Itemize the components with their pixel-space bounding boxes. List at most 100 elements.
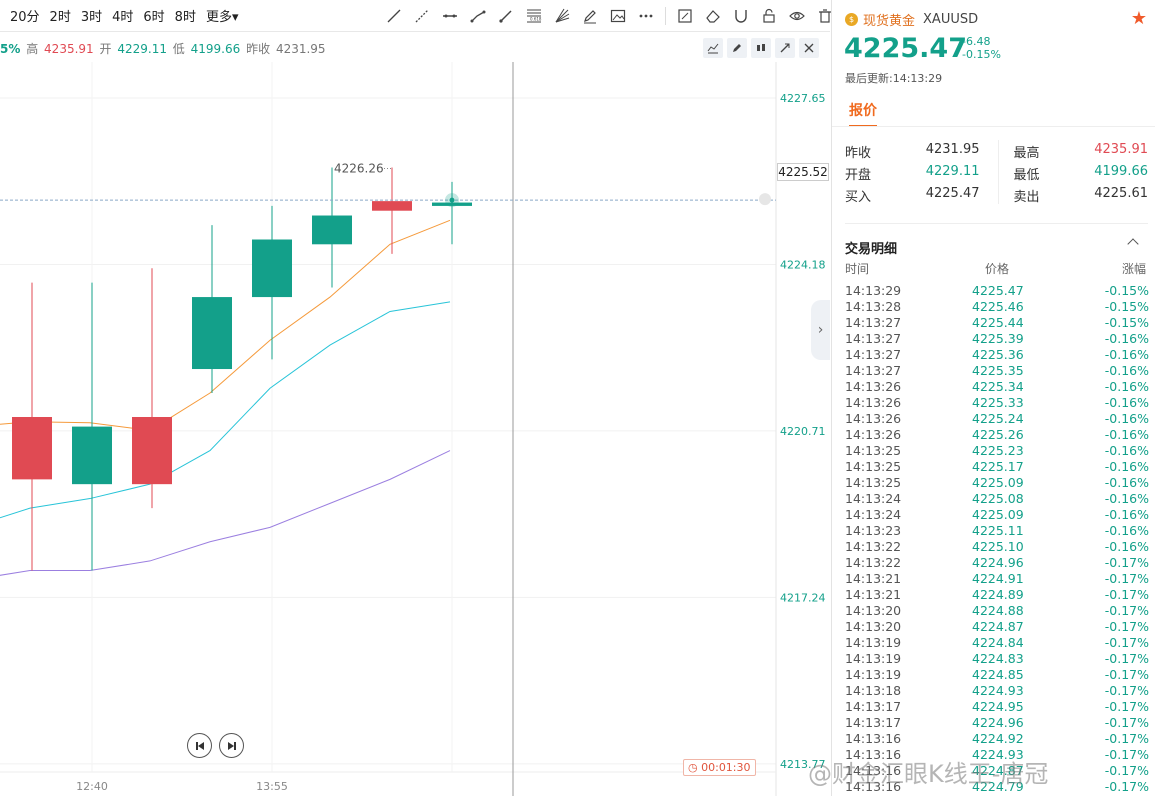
quote-value: 4225.61 — [1094, 185, 1148, 201]
trades-list[interactable]: 14:13:29 4225.47 -0.15% 14:13:28 4225.46 -0.1… — [845, 283, 1149, 795]
y-tick-label: 4217.24 — [780, 591, 826, 604]
watermark: @财金汇眼K线王-唐冠 — [808, 760, 1049, 788]
segment-icon[interactable] — [466, 6, 490, 26]
more-icon[interactable] — [634, 6, 658, 26]
fan-icon[interactable] — [550, 6, 574, 26]
fullscreen-icon[interactable] — [775, 38, 795, 58]
trade-time: 14:13:23 — [845, 523, 902, 538]
high-label: 高 — [26, 42, 39, 56]
trade-price: 4224.83 — [972, 651, 1024, 666]
note-icon[interactable] — [673, 6, 697, 26]
quote-value: 4199.66 — [1094, 163, 1148, 179]
quote-row: 昨收 4231.95 最高 4235.91 — [845, 140, 1148, 162]
eye-icon[interactable] — [785, 6, 809, 26]
favorite-star-icon[interactable]: ★ — [1130, 8, 1147, 29]
trade-price: 4224.96 — [972, 555, 1024, 570]
trade-time: 14:13:25 — [845, 459, 902, 474]
candle-style-icon[interactable] — [751, 38, 771, 58]
horizontal-line-icon[interactable] — [438, 6, 462, 26]
candle-body — [432, 202, 472, 206]
header-time: 时间 — [845, 262, 870, 276]
quote-grid: 昨收 4231.95 最高 4235.91 开盘 4229.11 最低 4199.66 … — [845, 140, 1148, 206]
timeframe-3h[interactable]: 3时 — [80, 10, 103, 25]
trade-price: 4224.92 — [972, 731, 1024, 746]
trade-time: 14:13:27 — [845, 331, 902, 346]
trade-price: 4224.79 — [972, 779, 1024, 794]
trade-time: 14:13:24 — [845, 491, 902, 506]
trade-time: 14:13:19 — [845, 667, 902, 682]
candle-body — [12, 417, 52, 480]
y-tick-label: 4213.77 — [780, 758, 826, 771]
trade-price: 4225.46 — [972, 299, 1024, 314]
timeframe-8h[interactable]: 8时 — [174, 10, 196, 25]
open-label: 开 — [99, 42, 112, 56]
tab-quote[interactable]: 报价 — [849, 100, 877, 127]
quote-value: 4231.95 — [925, 141, 980, 157]
trade-change: -0.17% — [1104, 603, 1149, 618]
trade-time: 14:13:21 — [845, 571, 902, 586]
trade-change: -0.17% — [1104, 619, 1149, 634]
trade-row: 14:13:24 4225.09 -0.16% — [845, 507, 1149, 523]
high-value: 4235.91 — [44, 42, 94, 56]
quote-label: 买入 — [845, 189, 872, 205]
trade-price: 4225.09 — [972, 507, 1024, 522]
trade-change: -0.16% — [1104, 443, 1149, 458]
next-button[interactable] — [219, 733, 244, 758]
trade-time: 14:13:26 — [845, 427, 902, 442]
magnet-icon[interactable] — [729, 6, 753, 26]
quote-label: 开盘 — [845, 167, 872, 183]
chevron-up-icon[interactable] — [1127, 238, 1139, 250]
timeframe-more[interactable]: 更多▾ — [205, 10, 239, 25]
candle-body — [312, 215, 352, 245]
trade-row: 14:13:21 4224.89 -0.17% — [845, 587, 1149, 603]
ray-icon[interactable] — [410, 6, 434, 26]
drawing-tools: 0.618 — [382, 6, 837, 26]
trade-row: 14:13:19 4224.83 -0.17% — [845, 651, 1149, 667]
x-tick-label: 13:55 — [256, 780, 288, 793]
trade-change: -0.17% — [1104, 683, 1149, 698]
trade-time: 14:13:16 — [845, 731, 902, 746]
y-tick-label: 4220.71 — [780, 425, 826, 438]
prev-close-label: 昨收 — [246, 42, 271, 56]
quote-value: 4225.47 — [925, 185, 980, 201]
candle — [372, 167, 412, 254]
trade-time: 14:13:16 — [845, 747, 902, 762]
trade-change: -0.16% — [1104, 379, 1149, 394]
header-change: 涨幅 — [1122, 262, 1147, 276]
trade-price: 4224.88 — [972, 603, 1024, 618]
timeframe-4h[interactable]: 4时 — [112, 10, 134, 25]
prev-button[interactable] — [187, 733, 212, 758]
candlestick-chart[interactable]: 4227.65 4224.18 4220.71 4217.24 4213.77 12:4… — [0, 62, 830, 796]
lock-icon[interactable] — [757, 6, 781, 26]
trade-price: 4225.33 — [972, 395, 1024, 410]
indicator-icon[interactable] — [703, 38, 723, 58]
trade-change: -0.16% — [1104, 427, 1149, 442]
pencil-icon[interactable] — [578, 6, 602, 26]
timeframe-6h[interactable]: 6时 — [143, 10, 165, 25]
trade-row: 14:13:28 4225.46 -0.15% — [845, 299, 1149, 315]
trash-icon[interactable] — [813, 6, 837, 26]
timeframe-2h[interactable]: 2时 — [49, 10, 71, 25]
trade-price: 4225.39 — [972, 331, 1024, 346]
collapse-panel-button[interactable]: › — [811, 300, 830, 360]
trade-price: 4225.11 — [972, 523, 1024, 538]
trade-row: 14:13:22 4225.10 -0.16% — [845, 539, 1149, 555]
timeframe-20m[interactable]: 20分 — [10, 10, 40, 25]
trend-line-icon[interactable] — [382, 6, 406, 26]
trade-time: 14:13:28 — [845, 299, 902, 314]
trade-change: -0.15% — [1104, 299, 1149, 314]
change-percent: 5% — [0, 42, 21, 56]
eraser-icon[interactable] — [701, 6, 725, 26]
toolbar-divider — [665, 7, 666, 25]
chevron-right-icon: › — [817, 322, 824, 338]
candle-body — [372, 201, 412, 211]
countdown-value: 00:01:30 — [701, 761, 751, 774]
image-icon[interactable] — [606, 6, 630, 26]
trade-row: 14:13:17 4224.95 -0.17% — [845, 699, 1149, 715]
close-icon[interactable] — [799, 38, 819, 58]
trade-row: 14:13:26 4225.33 -0.16% — [845, 395, 1149, 411]
arrow-icon[interactable] — [494, 6, 518, 26]
trade-time: 14:13:17 — [845, 715, 902, 730]
draw-icon[interactable] — [727, 38, 747, 58]
fibonacci-icon[interactable]: 0.618 — [522, 6, 546, 26]
